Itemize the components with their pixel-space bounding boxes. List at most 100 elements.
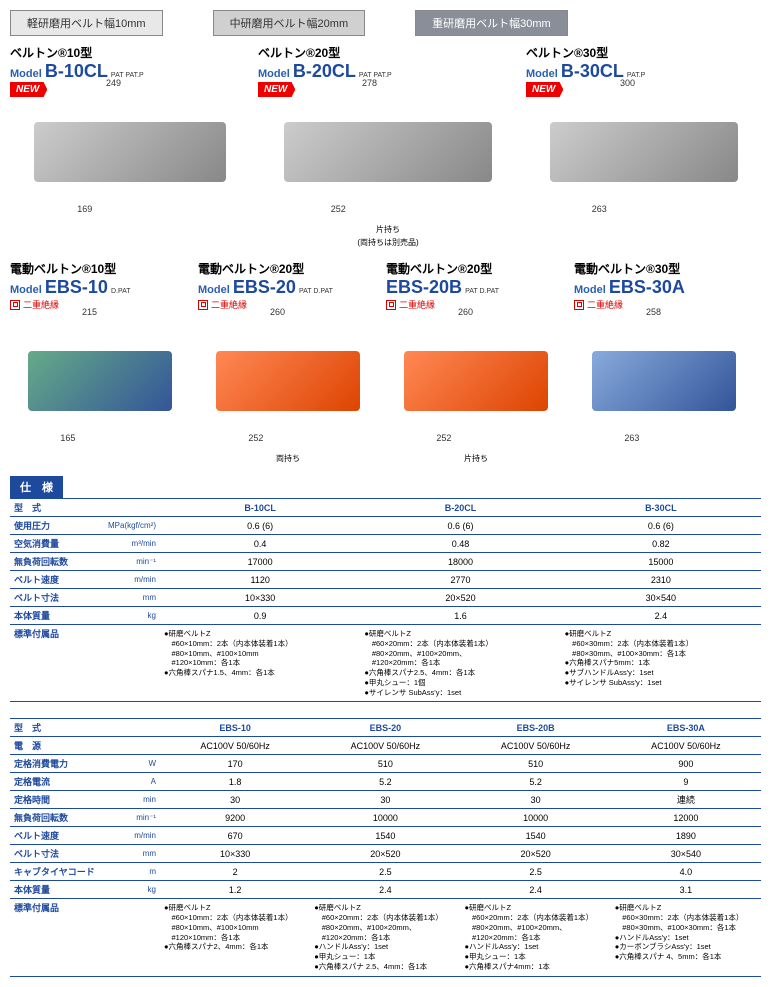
spec-row-label: ベルト速度 (10, 571, 100, 589)
spec-value: AC100V 50/60Hz (461, 737, 611, 755)
spec-row-label: ベルト速度 (10, 827, 100, 845)
spec-accessories: ●研磨ベルトZ #60×10mm：2本（内本体装着1本） #80×10mm、#1… (160, 899, 310, 976)
spec-value: 170 (160, 755, 310, 773)
spec-unit: kg (100, 607, 160, 625)
spec-value: 900 (611, 755, 761, 773)
spec-header: EBS-10 (160, 719, 310, 737)
model-label: Model (574, 284, 606, 296)
dimension-height: 252 (248, 433, 263, 443)
spec-value: 5.2 (310, 773, 460, 791)
patent-label: D.PAT (111, 288, 131, 295)
insulation-icon (10, 300, 20, 310)
model-code: EBS-20B (386, 277, 462, 297)
new-badge: NEW (526, 82, 563, 97)
product-name-jp: 電動ベルトン®20型 (198, 260, 378, 277)
spec-header: B-20CL (360, 499, 560, 517)
spec-value: 15000 (561, 553, 761, 571)
product-model: Model EBS-30A (574, 277, 754, 298)
insulation-label: 二重絶縁 (386, 298, 566, 311)
dimension-width: 249 (106, 78, 121, 88)
dimension-width: 260 (270, 307, 285, 317)
spec-row-label: 定格電流 (10, 773, 100, 791)
spec-value: 5.2 (461, 773, 611, 791)
spec-unit: kg (100, 881, 160, 899)
spec-table-2: 型 式EBS-10EBS-20EBS-20BEBS-30A電 源AC100V 5… (10, 718, 761, 976)
tool-icon (592, 351, 736, 411)
spec-row-label: 標準付属品 (10, 899, 100, 976)
model-code: EBS-30A (609, 277, 685, 297)
spec-value: 18000 (360, 553, 560, 571)
spec-unit: m/min (100, 827, 160, 845)
products-row-2: 電動ベルトン®10型 Model EBS-10 D.PAT 二重絶縁 215 1… (10, 260, 761, 464)
spec-header: 型 式 (10, 499, 100, 517)
insulation-icon (386, 300, 396, 310)
spec-value: 9200 (160, 809, 310, 827)
spec-value: 20×520 (310, 845, 460, 863)
spec-row-label: ベルト寸法 (10, 589, 100, 607)
product-name-jp: ベルトン®30型 (526, 44, 761, 61)
spec-value: AC100V 50/60Hz (611, 737, 761, 755)
spec-value: 1540 (310, 827, 460, 845)
spec-row-label: 標準付属品 (10, 625, 100, 702)
product-name-jp: 電動ベルトン®10型 (10, 260, 190, 277)
spec-value: 30×540 (561, 589, 761, 607)
product-ebs10: 電動ベルトン®10型 Model EBS-10 D.PAT 二重絶縁 215 1… (10, 260, 190, 464)
spec-value: 0.6 (6) (561, 517, 761, 535)
spec-row-label: 本体質量 (10, 881, 100, 899)
product-model: Model B-10CL PAT PAT.P (10, 61, 250, 82)
header-tabs: 軽研磨用ベルト幅10mm 中研磨用ベルト幅20mm 重研磨用ベルト幅30mm (10, 10, 761, 36)
spec-row-label: 無負荷回転数 (10, 553, 100, 571)
product-b30cl: ベルトン®30型 Model B-30CL PAT.P NEW 300 263 (526, 44, 761, 248)
new-badge: NEW (10, 82, 47, 97)
spec-value: 670 (160, 827, 310, 845)
insulation-label: 二重絶縁 (198, 298, 378, 311)
spec-value: 20×520 (461, 845, 611, 863)
spec-value: 510 (461, 755, 611, 773)
model-label: Model (258, 68, 290, 80)
spec-accessories: ●研磨ベルトZ #60×10mm：2本（内本体装着1本） #80×10mm、#1… (160, 625, 360, 702)
spec-value: 連続 (611, 791, 761, 809)
spec-value: 10000 (310, 809, 460, 827)
model-label: Model (198, 284, 230, 296)
product-model: EBS-20B PAT D.PAT (386, 277, 566, 298)
products-row-1: ベルトン®10型 Model B-10CL PAT PAT.P NEW 249 … (10, 44, 761, 248)
spec-value: 0.6 (6) (360, 517, 560, 535)
model-code: B-30CL (561, 61, 624, 81)
spec-row-label: 電 源 (10, 737, 100, 755)
spec-row-label: 本体質量 (10, 607, 100, 625)
sub-label: 両持ち (198, 453, 378, 464)
spec-value: 9 (611, 773, 761, 791)
spec-value: 30 (310, 791, 460, 809)
model-code: B-10CL (45, 61, 108, 81)
spec-value: 10000 (461, 809, 611, 827)
spec-value: 10×330 (160, 589, 360, 607)
spec-value: 0.48 (360, 535, 560, 553)
patent-label: PAT D.PAT (299, 288, 333, 295)
tool-icon (34, 122, 226, 182)
sub-label: 片持ち (386, 453, 566, 464)
product-name-jp: ベルトン®10型 (10, 44, 250, 61)
spec-row-label: キャブタイヤコード (10, 863, 100, 881)
spec-value: 2770 (360, 571, 560, 589)
product-image: 260 252 (386, 311, 566, 451)
dimension-width: 278 (362, 78, 377, 88)
spec-accessories: ●研磨ベルトZ #60×30mm：2本（内本体装着1本） #80×30mm、#1… (561, 625, 761, 702)
product-model: Model EBS-20 PAT D.PAT (198, 277, 378, 298)
model-label: Model (10, 284, 42, 296)
dimension-height: 263 (592, 204, 607, 214)
spec-value: 0.82 (561, 535, 761, 553)
spec-row-label: 定格消費電力 (10, 755, 100, 773)
product-image: 260 252 (198, 311, 378, 451)
spec-unit: W (100, 755, 160, 773)
spec-value: 0.9 (160, 607, 360, 625)
product-name-jp: ベルトン®20型 (258, 44, 518, 61)
dimension-width: 258 (646, 307, 661, 317)
spec-value: 1.6 (360, 607, 560, 625)
product-name-jp: 電動ベルトン®30型 (574, 260, 754, 277)
product-image: 258 263 (574, 311, 754, 451)
spec-accessories: ●研磨ベルトZ #60×20mm：2本（内本体装着1本） #80×20mm、#1… (310, 899, 460, 976)
spec-value: 510 (310, 755, 460, 773)
spec-row-label: 無負荷回転数 (10, 809, 100, 827)
spec-value: 0.6 (6) (160, 517, 360, 535)
spec-row-label: 定格時間 (10, 791, 100, 809)
